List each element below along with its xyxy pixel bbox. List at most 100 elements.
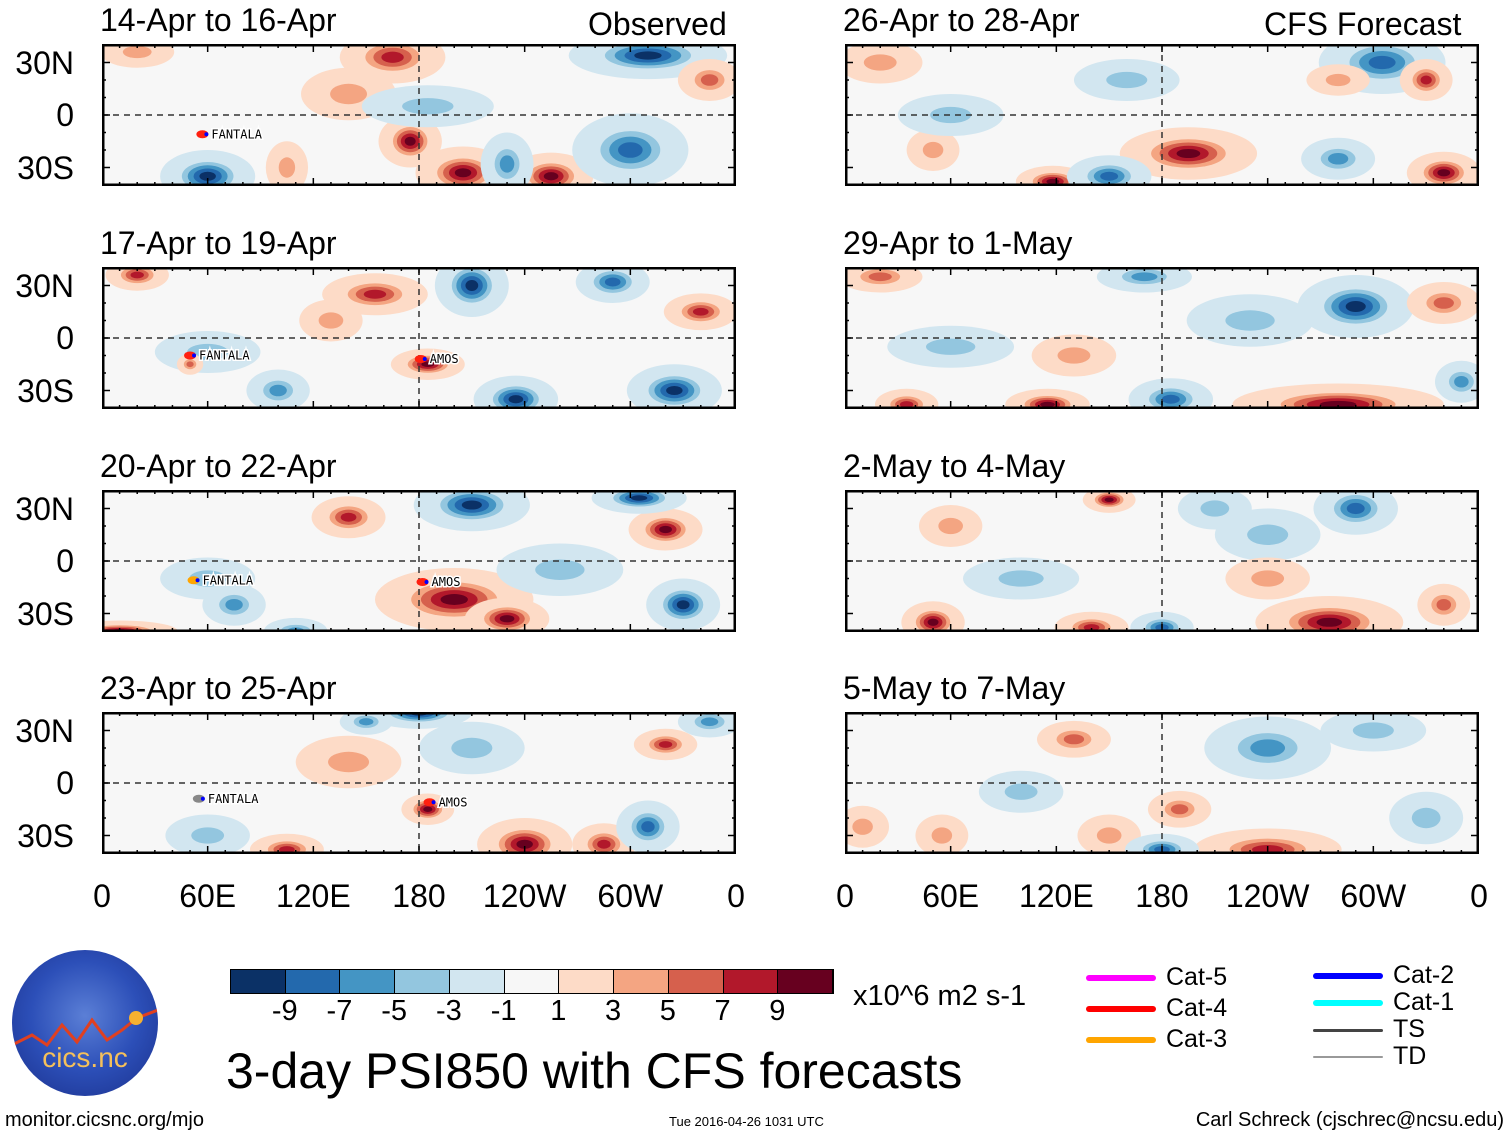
anomaly-contour <box>279 846 295 853</box>
anomaly-contour <box>404 136 416 146</box>
colorbar-units: x10^6 m2 s-1 <box>853 980 1027 1012</box>
legend-label: TD <box>1393 1042 1427 1070</box>
colorbar-swatch <box>778 970 834 993</box>
legend-label: Cat-3 <box>1166 1025 1228 1053</box>
anomaly-contour <box>922 141 944 159</box>
anomaly-contour <box>676 600 690 610</box>
colorbar-swatch <box>395 970 450 993</box>
legend-line <box>1086 1006 1156 1012</box>
panel-frame <box>845 490 1479 632</box>
anomaly-contour <box>1433 297 1454 309</box>
anomaly-contour <box>930 106 972 124</box>
anomaly-contour <box>278 157 296 178</box>
anomaly-contour <box>666 385 683 396</box>
anomaly-contour <box>451 737 493 759</box>
anomaly-contour <box>1176 148 1201 159</box>
anomaly-contour <box>461 500 482 510</box>
storm-marker <box>192 353 197 358</box>
anomaly-contour <box>1106 71 1148 89</box>
storm-label: FANTALA <box>208 792 259 806</box>
anomaly-contour <box>1368 55 1396 70</box>
x-tick-label: 60W <box>1340 878 1407 914</box>
anomaly-contour <box>199 171 216 181</box>
storm-label: AMOS <box>430 352 459 366</box>
anomaly-contour <box>1040 401 1055 408</box>
anomaly-contour <box>604 277 621 287</box>
anomaly-contour <box>465 280 479 291</box>
anomaly-contour <box>1063 734 1085 745</box>
y-tick-label: 30N <box>15 267 74 304</box>
storm-track <box>423 798 436 807</box>
anomaly-contour <box>1250 739 1286 757</box>
anomaly-contour <box>1345 301 1366 312</box>
colorbar-label: -9 <box>271 995 298 1027</box>
colorbar-label: -7 <box>326 995 353 1027</box>
x-tick-label: 120W <box>1225 878 1310 914</box>
legend-line <box>1313 973 1383 979</box>
map-panel: FANTALA AMOS <box>102 712 736 854</box>
legend-label: TS <box>1393 1015 1425 1043</box>
colorbar-label: -1 <box>490 995 517 1027</box>
anomaly-contour <box>516 839 533 849</box>
panel-frame <box>102 712 736 854</box>
anomaly-contour <box>340 512 357 522</box>
colorbar-label: 5 <box>659 995 676 1027</box>
anomaly-contour <box>328 751 370 773</box>
map-panel <box>845 44 1479 186</box>
anomaly-contour <box>1319 400 1357 409</box>
y-tick-label: 30N <box>15 490 74 527</box>
storm-marker <box>200 796 205 801</box>
colorbar-label: 3 <box>605 995 622 1027</box>
anomaly-contour <box>358 718 374 726</box>
footer-timestamp: Tue 2016-04-26 1031 UTC <box>669 1114 824 1129</box>
anomaly-contour <box>1083 624 1100 631</box>
anomaly-contour <box>630 495 648 501</box>
storm-marker <box>422 357 427 361</box>
legend-label: Cat-5 <box>1166 963 1228 991</box>
anomaly-contour <box>1436 598 1452 611</box>
anomaly-contour <box>634 51 662 60</box>
anomaly-contour <box>1161 394 1180 404</box>
anomaly-contour <box>899 401 914 408</box>
anomaly-contour <box>402 98 454 115</box>
anomaly-contour <box>1346 502 1365 515</box>
anomaly-contour <box>852 818 873 835</box>
anomaly-contour <box>863 54 897 71</box>
x-tick-label: 60W <box>597 878 664 914</box>
panel-title: 17-Apr to 19-Apr <box>100 225 337 261</box>
storm-track <box>184 351 197 360</box>
logo-text: cics.nc <box>42 1042 128 1073</box>
y-tick-label: 0 <box>56 320 74 356</box>
storm-label: FANTALA <box>211 127 262 141</box>
anomaly-contour <box>1352 722 1394 739</box>
x-tick-label: 0 <box>836 878 854 914</box>
anomaly-contour <box>499 155 515 173</box>
anomaly-contour <box>454 168 472 178</box>
anomaly-contour <box>543 172 559 181</box>
x-tick-label: 0 <box>93 878 111 914</box>
anomaly-contour <box>700 74 719 86</box>
map-panel <box>845 267 1479 409</box>
anomaly-contour <box>1454 375 1469 388</box>
footer-url: monitor.cicsnc.org/mjo <box>5 1109 204 1131</box>
storm-marker <box>195 578 200 583</box>
anomaly-contour <box>269 384 287 397</box>
colorbar-swatch <box>231 970 286 993</box>
colorbar-label: 1 <box>550 995 567 1027</box>
panel-title: 26-Apr to 28-Apr <box>843 2 1080 38</box>
storm-track <box>196 130 209 139</box>
anomaly-contour <box>1057 347 1091 364</box>
panel-title: 14-Apr to 16-Apr <box>100 2 337 38</box>
panel-title: 5-May to 7-May <box>843 670 1066 706</box>
panel-title: 23-Apr to 25-Apr <box>100 670 337 706</box>
anomaly-contour <box>421 361 435 367</box>
colorbar-label: -3 <box>436 995 462 1027</box>
map-panel <box>845 712 1479 854</box>
observed-header: Observed <box>588 6 727 42</box>
anomaly-contour <box>1131 272 1158 282</box>
legend-line <box>1313 1028 1383 1032</box>
anomaly-contour <box>330 83 368 105</box>
panel-frame <box>845 267 1479 409</box>
colorbar <box>230 969 834 994</box>
